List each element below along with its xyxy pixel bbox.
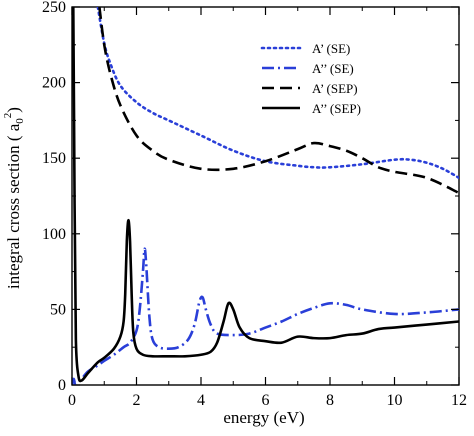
y-tick-label: 200 xyxy=(42,75,66,92)
legend-label: A’ (SE) xyxy=(312,41,350,56)
y-axis-title-main: integral cross section ( a xyxy=(4,123,23,289)
legend-label: A’’ (SE) xyxy=(312,61,354,76)
series-line-2 xyxy=(72,247,459,385)
y-tick-label: 0 xyxy=(58,377,66,394)
y-axis-title: integral cross section ( a02) xyxy=(2,107,26,289)
y-tick-label: 50 xyxy=(50,301,66,318)
y-tick-label: 100 xyxy=(42,226,66,243)
legend-label: A’ (SEP) xyxy=(312,81,358,96)
x-tick-label: 2 xyxy=(133,392,141,409)
series-layer xyxy=(72,7,459,385)
x-tick-label: 4 xyxy=(197,392,205,409)
legend-label: A’’ (SEP) xyxy=(312,101,361,116)
y-tick-label: 150 xyxy=(42,150,66,167)
y-tick-label: 250 xyxy=(42,0,66,16)
y-axis-title-close: ) xyxy=(4,107,23,113)
x-tick-label: 12 xyxy=(451,392,467,409)
tick-layer: 0 2 4 6 8 10 12 0 50 100 150 200 250 xyxy=(42,0,467,409)
x-axis-title: energy (eV) xyxy=(223,408,304,427)
x-tick-label: 8 xyxy=(326,392,334,409)
series-line-3 xyxy=(98,7,459,195)
x-tick-label: 10 xyxy=(387,392,403,409)
y-axis-title-superscript: 2 xyxy=(2,113,14,119)
legend: A’ (SE) A’’ (SE) A’ (SEP) A’’ (SEP) xyxy=(260,41,361,116)
series-line-1 xyxy=(96,7,459,180)
x-tick-label: 6 xyxy=(262,392,270,409)
y-axis-title-subscript: 0 xyxy=(14,118,26,124)
x-tick-label: 0 xyxy=(68,392,76,409)
series-line-4 xyxy=(72,7,459,383)
